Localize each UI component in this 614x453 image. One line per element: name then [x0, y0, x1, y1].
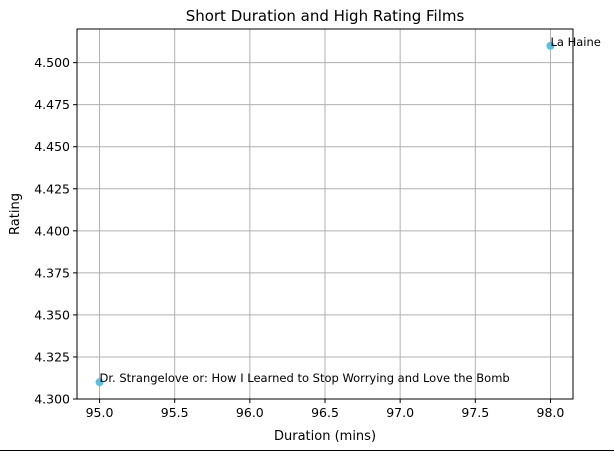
y-axis-ticks: 4.300 4.325 4.350 4.375 4.400 4.425 4.450 4.475… [34, 55, 77, 407]
y-axis-label: Rating [8, 193, 23, 235]
x-tick-label: 98.0 [537, 405, 565, 420]
x-tick-label: 96.5 [311, 405, 339, 420]
x-tick-label: 97.0 [386, 405, 414, 420]
data-points [95, 41, 555, 387]
x-tick-label: 95.0 [86, 405, 114, 420]
y-tick-label: 4.300 [34, 392, 70, 407]
x-axis-label: Duration (mins) [274, 429, 376, 444]
point-annotations: Dr. Strangelove or: How I Learned to Sto… [100, 35, 601, 385]
y-tick-label: 4.375 [34, 265, 70, 280]
x-tick-label: 97.5 [461, 405, 489, 420]
y-tick-label: 4.400 [34, 223, 70, 238]
grid-lines [77, 29, 573, 400]
y-tick-label: 4.325 [34, 349, 70, 364]
y-tick-label: 4.350 [34, 307, 70, 322]
data-point [95, 378, 104, 387]
bottom-divider [0, 450, 614, 451]
point-label: La Haine [550, 35, 600, 49]
point-label: Dr. Strangelove or: How I Learned to Sto… [100, 371, 510, 385]
x-tick-label: 95.5 [161, 405, 189, 420]
plot-frame [76, 28, 574, 400]
x-axis-ticks: 95.0 95.5 96.0 96.5 97.0 97.5 98.0 [86, 399, 565, 420]
data-point [546, 41, 555, 50]
y-tick-label: 4.450 [34, 139, 70, 154]
y-tick-label: 4.425 [34, 181, 70, 196]
y-tick-label: 4.500 [34, 55, 70, 70]
chart-title: Short Duration and High Rating Films [186, 7, 465, 25]
y-tick-label: 4.475 [34, 97, 70, 112]
x-tick-label: 96.0 [236, 405, 264, 420]
